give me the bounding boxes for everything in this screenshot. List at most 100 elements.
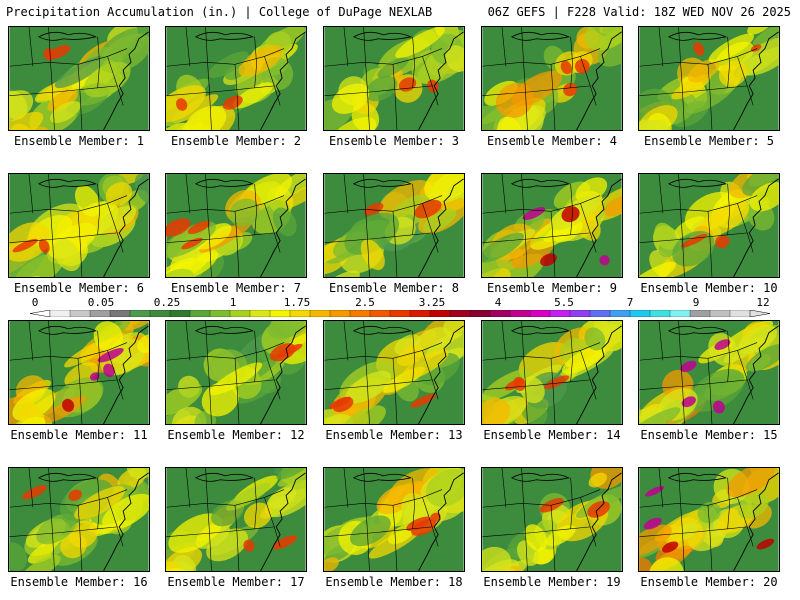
precip-contour xyxy=(639,407,681,424)
state-border xyxy=(77,505,83,571)
colorbar-arrow-right xyxy=(749,310,770,317)
precip-core xyxy=(715,235,730,249)
state-border xyxy=(264,497,281,547)
precip-core xyxy=(587,501,610,518)
coastline xyxy=(733,31,779,130)
precip-contour xyxy=(324,414,353,424)
colorbar-swatch xyxy=(549,310,571,317)
state-border xyxy=(570,36,573,88)
precip-contour xyxy=(53,238,82,272)
precip-contour xyxy=(345,370,392,404)
state-border xyxy=(707,505,713,571)
colorbar-swatch xyxy=(729,310,751,317)
state-border xyxy=(254,330,257,382)
precip-core xyxy=(693,42,705,56)
colorbar-tick-label: 2.5 xyxy=(355,296,375,309)
precip-core xyxy=(681,396,696,408)
precip-contour xyxy=(9,416,46,424)
ensemble-member-label: Ensemble Member: 18 xyxy=(325,575,463,589)
precip-core xyxy=(574,58,590,74)
coastline xyxy=(103,325,149,424)
great-lakes xyxy=(37,31,97,41)
state-border xyxy=(77,211,83,277)
state-border xyxy=(107,56,124,106)
state-border xyxy=(234,505,240,571)
state-border xyxy=(343,174,349,214)
precip-contour xyxy=(64,362,98,387)
precip-contour xyxy=(244,502,272,529)
precip-contour xyxy=(349,515,391,547)
ensemble-map-panel xyxy=(165,320,307,425)
state-border xyxy=(639,489,758,508)
state-border xyxy=(107,203,124,253)
state-border xyxy=(343,321,349,361)
great-lakes xyxy=(37,178,97,188)
precip-contour xyxy=(194,410,217,424)
state-border xyxy=(234,358,240,424)
coastline xyxy=(576,178,622,277)
precip-contour xyxy=(718,60,748,87)
precip-core xyxy=(243,539,255,552)
precip-core xyxy=(645,486,665,497)
colorbar-swatch xyxy=(269,310,291,317)
great-lakes xyxy=(352,178,412,188)
state-border xyxy=(9,195,128,214)
precip-core xyxy=(560,60,572,75)
state-border xyxy=(28,468,34,508)
precip-contour xyxy=(344,212,400,255)
coastline xyxy=(418,178,464,277)
precip-contour xyxy=(588,472,608,488)
precip-contour xyxy=(134,174,149,205)
state-border xyxy=(107,350,124,400)
precip-map xyxy=(482,321,622,424)
precip-map xyxy=(166,174,306,277)
state-border xyxy=(343,468,349,508)
colorbar-tick-label: 4 xyxy=(494,296,502,309)
precip-contour xyxy=(482,368,531,401)
precip-contour xyxy=(584,27,622,51)
state-border xyxy=(9,489,128,508)
precip-contour xyxy=(739,37,779,76)
precip-core xyxy=(103,363,115,378)
precip-contour xyxy=(74,185,101,217)
coastline xyxy=(576,31,622,130)
state-border xyxy=(521,27,528,130)
state-border xyxy=(422,56,439,106)
state-border xyxy=(580,56,597,106)
state-border xyxy=(639,85,748,96)
precip-contour xyxy=(226,483,271,511)
coastline xyxy=(733,472,779,571)
state-border xyxy=(422,497,439,547)
precip-map xyxy=(166,321,306,424)
ensemble-member-label: Ensemble Member: 1 xyxy=(13,134,145,148)
colorbar-swatch xyxy=(389,310,411,317)
precip-map xyxy=(9,174,149,277)
colorbar-tick-label: 3.25 xyxy=(418,296,446,309)
ensemble-member-label: Ensemble Member: 7 xyxy=(170,281,302,295)
run-info: 06Z GEFS | F228 Valid: 18Z WED NOV 26 20… xyxy=(487,5,791,19)
state-border xyxy=(482,379,591,390)
ensemble-member-label: Ensemble Member: 20 xyxy=(640,575,778,589)
precip-contour xyxy=(425,468,464,507)
ensemble-map-panel xyxy=(323,467,465,572)
state-border xyxy=(166,342,285,361)
precip-core xyxy=(430,512,441,522)
precip-contour xyxy=(97,205,137,234)
ensemble-map-panel xyxy=(638,467,780,572)
state-border xyxy=(77,64,83,130)
colorbar-swatch xyxy=(129,310,151,317)
precip-contour xyxy=(166,561,194,571)
state-border xyxy=(264,203,281,253)
ensemble-member-label: Ensemble Member: 17 xyxy=(167,575,305,589)
state-border xyxy=(580,203,597,253)
precip-contour xyxy=(47,90,78,112)
state-border xyxy=(550,358,556,424)
precip-contour xyxy=(50,101,81,124)
precip-core xyxy=(276,343,303,358)
coastline xyxy=(260,325,306,424)
precip-map xyxy=(482,27,622,130)
ensemble-map-panel xyxy=(638,26,780,131)
state-border xyxy=(639,232,748,243)
state-border xyxy=(482,342,601,361)
colorbar-swatch xyxy=(589,310,611,317)
